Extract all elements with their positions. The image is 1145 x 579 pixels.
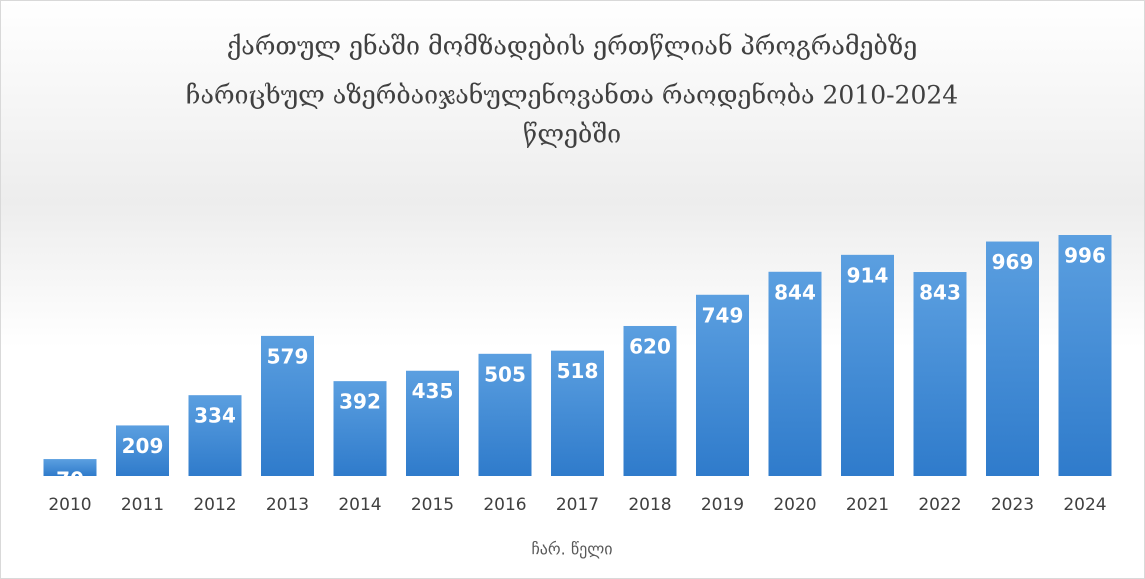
x-tick-label: 2022 <box>918 495 961 515</box>
value-label: 505 <box>484 362 526 386</box>
value-label: 620 <box>629 334 671 358</box>
x-tick-label: 2016 <box>483 495 526 515</box>
x-tick-label: 2011 <box>121 495 164 515</box>
x-tick-label: 2014 <box>338 495 381 515</box>
bar <box>841 254 894 476</box>
chart-title: ქართულ ენაში მომზადების ერთწლიან პროგრამ… <box>227 32 918 61</box>
chart-title: წლებში <box>523 120 621 149</box>
bar <box>43 459 97 476</box>
x-tick-label: 2023 <box>991 495 1034 515</box>
value-label: 996 <box>1064 244 1106 268</box>
x-tick-label: 2024 <box>1063 495 1106 515</box>
value-label: 70 <box>56 468 84 492</box>
bar <box>986 241 1039 476</box>
bar <box>623 325 677 476</box>
value-label: 749 <box>702 303 744 327</box>
x-tick-label: 2013 <box>266 495 309 515</box>
x-tick-label: 2015 <box>411 495 454 515</box>
x-tick-label: 2019 <box>701 495 744 515</box>
bar <box>478 353 532 476</box>
x-tick-label: 2020 <box>773 495 816 515</box>
bar <box>261 335 314 476</box>
bar <box>406 370 459 476</box>
x-tick-label: 2010 <box>48 495 91 515</box>
x-tick-label: 2017 <box>556 495 599 515</box>
bar <box>913 272 967 476</box>
value-label: 579 <box>267 344 309 368</box>
bar <box>333 381 387 476</box>
bar <box>696 294 749 476</box>
value-label: 209 <box>122 434 164 458</box>
bar <box>116 425 169 476</box>
chart-title: ჩარიცხულ აზერბაიჯანულენოვანთა რაოდენობა … <box>186 81 958 110</box>
value-label: 518 <box>557 359 599 383</box>
x-axis-title: ჩარ. წელი <box>531 540 612 559</box>
bar <box>551 350 604 476</box>
bar <box>1058 235 1112 476</box>
value-label: 914 <box>847 263 889 287</box>
value-label: 969 <box>992 250 1034 274</box>
x-tick-label: 2021 <box>846 495 889 515</box>
value-label: 843 <box>919 281 961 305</box>
value-label: 435 <box>412 379 454 403</box>
value-label: 334 <box>194 404 236 428</box>
x-tick-label: 2018 <box>628 495 671 515</box>
bar <box>768 271 822 476</box>
value-label: 844 <box>774 280 816 304</box>
x-tick-label: 2012 <box>193 495 236 515</box>
bar <box>188 395 242 476</box>
value-label: 392 <box>339 390 381 414</box>
